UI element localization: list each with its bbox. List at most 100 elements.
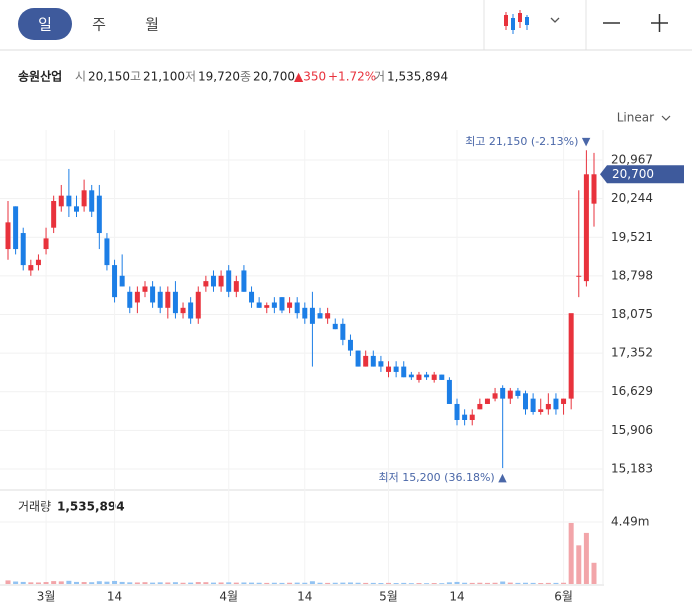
tab[interactable]: 주 xyxy=(92,16,106,34)
volume-bar xyxy=(538,583,544,584)
quote-label: 저 xyxy=(185,70,196,84)
volume-bar xyxy=(89,582,95,584)
candle-body xyxy=(249,291,255,303)
candle-body xyxy=(210,275,216,287)
volume-bar xyxy=(568,522,574,584)
volume-bar xyxy=(507,582,513,584)
volume-bar xyxy=(378,583,384,584)
candle-body xyxy=(112,265,118,298)
volume-bar xyxy=(256,582,262,584)
candle-body xyxy=(73,206,79,212)
y-tick-label: 15,183 xyxy=(611,461,653,475)
stock-name: 송원산업 xyxy=(18,69,62,84)
candle-body xyxy=(309,307,315,324)
volume-bar xyxy=(241,582,247,584)
y-tick-label: 20,244 xyxy=(611,191,653,205)
x-tick-label: 14 xyxy=(107,590,122,604)
candle-body xyxy=(89,190,95,212)
volume-bar xyxy=(73,581,79,584)
candle-body xyxy=(591,174,597,204)
volume-bar xyxy=(104,581,110,584)
volume-tick-label: 4.49m xyxy=(611,514,649,528)
volume-bar xyxy=(5,580,11,584)
candle-body xyxy=(195,291,201,319)
y-tick-label: 19,521 xyxy=(611,230,653,244)
volume-bar xyxy=(142,582,148,584)
x-tick-label: 5월 xyxy=(379,590,398,604)
volume-bar xyxy=(165,582,171,584)
y-tick-label: 18,075 xyxy=(611,307,653,321)
volume-bar xyxy=(127,582,133,584)
volume-bar xyxy=(119,581,125,584)
volume-bar xyxy=(515,582,521,584)
candle-body xyxy=(302,307,308,319)
candle-body xyxy=(271,302,277,308)
candle-body xyxy=(150,286,156,303)
volume-bar xyxy=(150,582,156,584)
candle-body xyxy=(477,403,483,410)
volume-bar xyxy=(492,582,498,584)
volume-bar xyxy=(462,582,468,584)
volume-bar xyxy=(363,582,369,584)
candle-body xyxy=(561,398,567,404)
dropdown-icon[interactable] xyxy=(661,115,671,121)
quote-change-pct: +1.72% xyxy=(328,70,376,84)
candle-body xyxy=(28,265,34,271)
candle-body xyxy=(119,275,125,287)
tab-active[interactable] xyxy=(18,8,72,40)
candle-body xyxy=(35,259,41,266)
tab[interactable]: 월 xyxy=(145,16,159,34)
candle-body xyxy=(134,291,140,303)
y-tick-label: 17,352 xyxy=(611,346,653,360)
candle-body xyxy=(492,393,498,399)
candle-body xyxy=(583,174,589,282)
quote-change: ▲350 xyxy=(294,70,326,84)
candle-body xyxy=(507,390,513,399)
candle-body xyxy=(165,291,171,308)
volume-bar xyxy=(172,582,178,584)
max-annotation: 최고 21,150 (-2.13%) ▼ xyxy=(465,135,591,148)
volume-bar xyxy=(66,580,72,584)
volume-bar xyxy=(43,582,49,584)
volume-bar xyxy=(340,582,346,584)
candle-body xyxy=(96,195,102,234)
dropdown-icon[interactable] xyxy=(550,17,560,23)
candle-body xyxy=(484,398,490,404)
volume-bar xyxy=(249,582,255,584)
candle-body xyxy=(264,305,270,308)
volume-bar xyxy=(469,582,475,584)
volume-bar xyxy=(325,582,331,584)
candle-body xyxy=(439,374,445,380)
volume-bar xyxy=(347,582,353,584)
volume-bar xyxy=(271,582,277,584)
volume-bar xyxy=(591,562,597,584)
volume-bar xyxy=(96,581,102,584)
candle-body xyxy=(462,414,468,421)
zoom-in[interactable] xyxy=(651,14,668,32)
candle-body xyxy=(13,206,19,250)
volume-bar xyxy=(332,582,338,584)
quote-value: 19,720 xyxy=(198,70,240,84)
candle-body xyxy=(43,238,49,250)
volume-bar xyxy=(393,583,399,584)
scale-toggle[interactable]: Linear xyxy=(617,111,654,125)
volume-bar xyxy=(386,582,392,584)
volume-bar xyxy=(58,581,64,584)
volume-bar xyxy=(157,582,163,584)
volume-bar xyxy=(454,581,460,584)
candle-body xyxy=(347,339,353,351)
volume-bar xyxy=(287,582,293,584)
volume-bar xyxy=(264,582,270,584)
candle-body xyxy=(416,374,422,380)
tab[interactable]: 일 xyxy=(38,16,52,34)
volume-bar xyxy=(561,582,567,584)
chart-type-icon[interactable] xyxy=(504,10,529,34)
candle-body xyxy=(431,374,437,380)
volume-bar xyxy=(20,581,26,584)
candle-body xyxy=(424,374,430,378)
volume-bar xyxy=(35,582,41,584)
volume-bar xyxy=(112,580,118,584)
x-tick-label: 14 xyxy=(297,590,312,604)
candle-body xyxy=(256,302,262,308)
